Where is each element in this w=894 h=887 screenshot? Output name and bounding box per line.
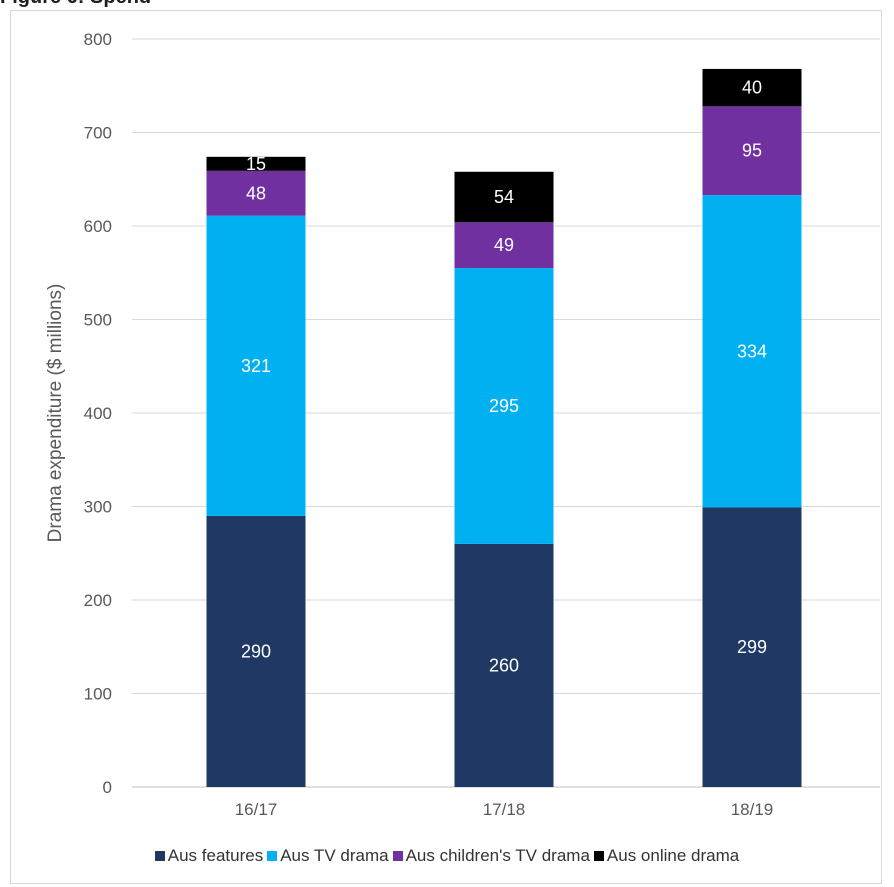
legend-label: Aus children's TV drama	[405, 846, 590, 865]
legend-item: Aus features	[154, 846, 264, 866]
bar-segment	[454, 543, 554, 787]
bar-segment	[206, 170, 306, 216]
figure-title: Figure 6: Spend	[0, 0, 151, 9]
bars: 290 321 48 15 260 295 49 54 299 334 95 40	[206, 68, 802, 787]
legend-item: Aus TV drama	[267, 846, 389, 866]
x-axis-ticks: 16/17 17/18 18/19	[235, 800, 774, 819]
data-label: 295	[489, 396, 519, 416]
data-label: 15	[246, 154, 266, 174]
x-tick-label: 16/17	[235, 800, 278, 819]
bar-segment	[206, 215, 306, 516]
y-tick-label: 200	[84, 591, 112, 610]
y-axis-label: Drama expenditure ($ millions)	[45, 284, 66, 543]
y-tick-label: 800	[84, 30, 112, 49]
legend-swatch	[392, 851, 403, 861]
data-label: 95	[742, 141, 762, 161]
y-tick-label: 400	[84, 404, 112, 423]
data-label: 49	[494, 235, 514, 255]
x-tick-label: 18/19	[731, 800, 774, 819]
legend: Aus features Aus TV drama Aus children's T…	[0, 846, 894, 866]
y-tick-label: 700	[84, 124, 112, 143]
y-tick-label: 0	[103, 778, 112, 797]
bar-segment	[454, 222, 554, 269]
y-tick-label: 500	[84, 311, 112, 330]
data-label: 334	[737, 341, 767, 361]
y-tick-label: 100	[84, 685, 112, 704]
data-label: 54	[494, 187, 514, 207]
y-tick-label: 600	[84, 217, 112, 236]
data-label: 290	[241, 641, 271, 661]
legend-swatch	[593, 851, 604, 861]
legend-label: Aus online drama	[606, 846, 740, 865]
bar-segment	[454, 268, 554, 544]
legend-item: Aus children's TV drama	[392, 846, 590, 866]
data-label: 299	[737, 637, 767, 657]
bar-segment	[206, 156, 306, 171]
legend-item: Aus online drama	[593, 846, 740, 866]
x-tick-label: 17/18	[483, 800, 526, 819]
data-label: 40	[742, 78, 762, 98]
bar-segment	[206, 515, 306, 787]
legend-label: Aus TV drama	[280, 846, 389, 865]
legend-swatch	[154, 851, 165, 861]
bar-segment	[702, 507, 802, 787]
y-tick-label: 300	[84, 498, 112, 517]
y-axis-ticks: 0 100 200 300 400 500 600 700 800	[84, 30, 112, 797]
bar-segment	[702, 106, 802, 196]
bar-segment	[702, 195, 802, 508]
data-label: 321	[241, 356, 271, 376]
legend-swatch	[267, 851, 278, 861]
bar-segment	[702, 68, 802, 107]
data-label: 260	[489, 655, 519, 675]
legend-label: Aus features	[167, 846, 264, 865]
data-label: 48	[246, 183, 266, 203]
bar-segment	[454, 171, 554, 223]
